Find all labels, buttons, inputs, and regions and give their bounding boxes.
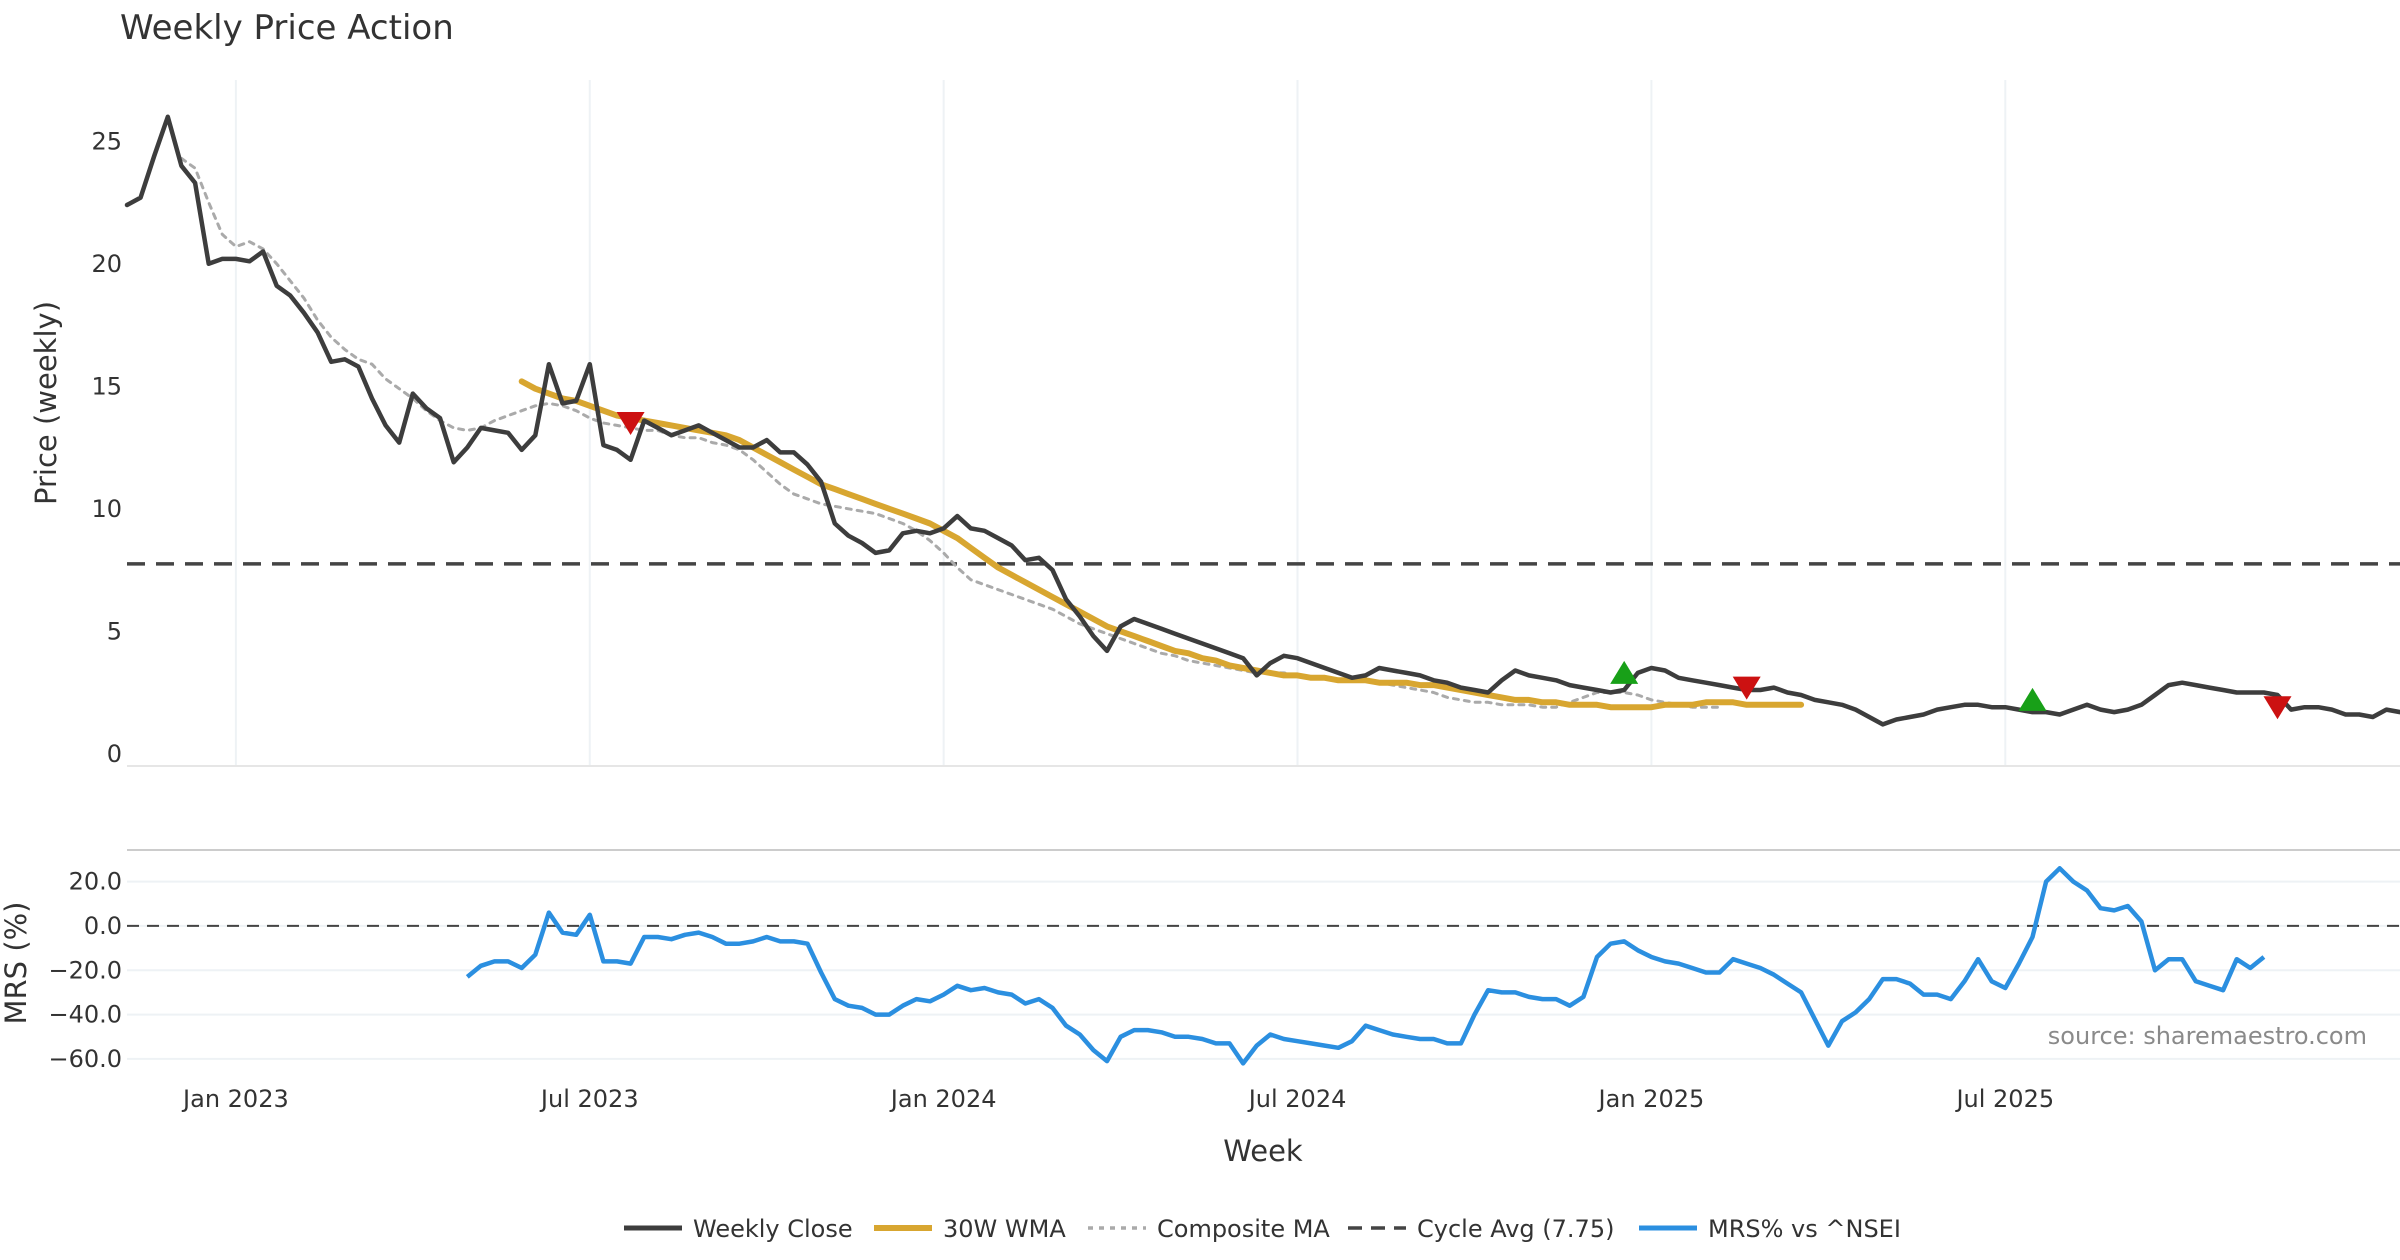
legend-mrs-text: MRS% vs ^NSEI <box>1708 1215 1901 1243</box>
x-tick-label: Jul 2024 <box>1247 1085 1347 1113</box>
price-y-tick-label: 20 <box>91 250 122 278</box>
x-tick-label: Jan 2023 <box>181 1085 289 1113</box>
mrs-y-tick-label: −60.0 <box>48 1045 122 1073</box>
mrs-grid <box>127 880 2400 1060</box>
price-y-tick-label: 10 <box>91 495 122 523</box>
sell-signal-marker <box>2263 696 2292 720</box>
wma-30w-line <box>518 378 1805 711</box>
weekly-close-line <box>124 114 2400 727</box>
x-tick-label: Jul 2025 <box>1954 1085 2054 1113</box>
price-y-tick-label: 25 <box>91 127 122 155</box>
mrs-series-layer <box>465 866 2266 1066</box>
buy-signal-marker <box>2018 687 2047 711</box>
x-ticks: Jan 2023 Jul 2023 Jan 2024 Jul 2024 Jan 2025… <box>181 1085 2054 1113</box>
price-grid <box>234 80 2007 766</box>
sell-signal-marker <box>616 412 645 435</box>
mrs-y-tick-label: 20.0 <box>69 868 122 896</box>
x-tick-label: Jan 2025 <box>1597 1085 1705 1113</box>
price-y-ticks: 0 5 10 15 20 25 <box>91 127 122 768</box>
legend: Weekly Close 30W WMA Composite MA Cycle Avg… <box>624 1215 1901 1243</box>
price-y-tick-label: 5 <box>107 617 122 645</box>
legend-weekly-close-text: Weekly Close <box>693 1215 853 1243</box>
x-tick-label: Jan 2024 <box>889 1085 997 1113</box>
price-y-tick-label: 15 <box>91 372 122 400</box>
mrs-y-tick-label: −40.0 <box>48 1001 122 1029</box>
legend-30w-wma-text: 30W WMA <box>943 1215 1066 1243</box>
mrs-y-tick-label: 0.0 <box>84 912 122 940</box>
mrs-y-tick-label: −20.0 <box>48 956 122 984</box>
x-axis-label: Week <box>1223 1134 1303 1168</box>
mrs-line <box>465 866 2266 1066</box>
source-annotation: source: sharemaestro.com <box>2048 1022 2367 1050</box>
price-y-axis-label: Price (weekly) <box>29 301 63 505</box>
sell-signal-marker <box>1732 676 1761 700</box>
legend-composite-ma-text: Composite MA <box>1157 1215 1330 1243</box>
x-tick-label: Jul 2023 <box>539 1085 639 1113</box>
buy-signal-marker <box>1610 660 1639 684</box>
mrs-y-ticks: 20.0 0.0 −20.0 −40.0 −60.0 <box>48 868 122 1073</box>
chart-title: Weekly Price Action <box>120 8 454 48</box>
signals-layer <box>616 412 2292 720</box>
price-series-layer <box>124 114 2400 727</box>
composite-ma-line <box>179 156 1721 709</box>
mrs-y-axis-label: MRS (%) <box>0 902 33 1025</box>
price-y-tick-label: 0 <box>107 740 122 768</box>
legend-cycle-avg-text: Cycle Avg (7.75) <box>1417 1215 1614 1243</box>
